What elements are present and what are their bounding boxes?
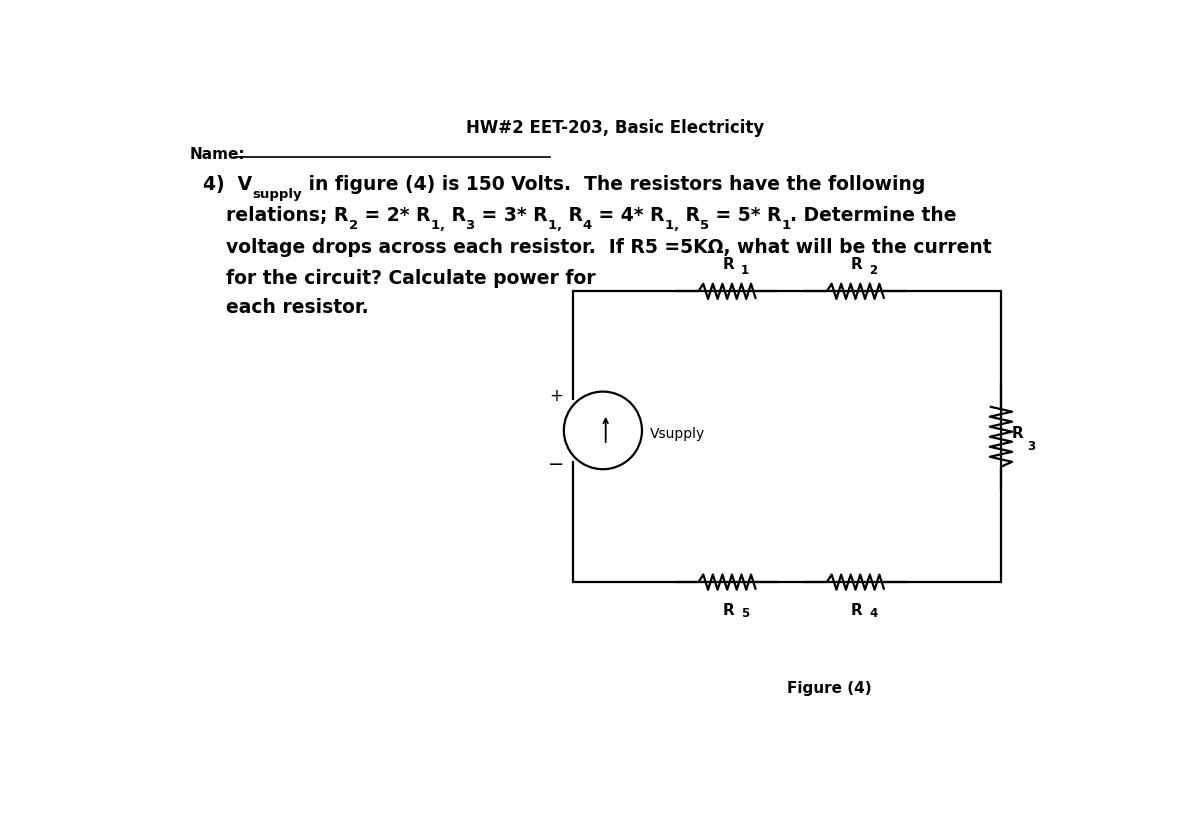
Text: = 3* R: = 3* R	[475, 206, 547, 225]
Text: R: R	[722, 603, 734, 618]
Text: Vsupply: Vsupply	[649, 427, 704, 441]
Text: Name:: Name:	[190, 147, 246, 162]
Text: = 4* R: = 4* R	[592, 206, 665, 225]
Text: 1: 1	[431, 219, 439, 232]
Text: +: +	[550, 387, 563, 405]
Text: 1: 1	[547, 219, 557, 232]
Text: supply: supply	[252, 188, 301, 201]
Text: R: R	[562, 206, 583, 225]
Text: . Determine the: . Determine the	[791, 206, 956, 225]
Text: 4: 4	[870, 608, 877, 621]
Text: each resistor.: each resistor.	[227, 299, 368, 318]
Text: 2: 2	[870, 264, 877, 277]
Text: R: R	[679, 206, 700, 225]
Text: R: R	[851, 257, 863, 273]
Text: ,: ,	[673, 219, 679, 232]
Text: relations; R: relations; R	[227, 206, 349, 225]
Text: −: −	[548, 456, 564, 475]
Text: R: R	[444, 206, 466, 225]
Text: 1: 1	[781, 219, 791, 232]
Text: 4: 4	[583, 219, 592, 232]
Text: 1: 1	[742, 264, 749, 277]
Text: 2: 2	[349, 219, 358, 232]
Text: 5: 5	[742, 608, 749, 621]
Text: in figure (4) is 150 Volts.  The resistors have the following: in figure (4) is 150 Volts. The resistor…	[301, 175, 925, 194]
Text: ,: ,	[557, 219, 562, 232]
Text: HW#2 EET-203, Basic Electricity: HW#2 EET-203, Basic Electricity	[466, 119, 764, 137]
Text: voltage drops across each resistor.  If R5 =5KΩ, what will be the current: voltage drops across each resistor. If R…	[227, 238, 992, 257]
Text: 5: 5	[700, 219, 709, 232]
Text: R: R	[851, 603, 863, 618]
Text: = 2* R: = 2* R	[358, 206, 431, 225]
Text: 3: 3	[1027, 440, 1036, 452]
Text: 4)  V: 4) V	[203, 175, 252, 194]
Text: for the circuit? Calculate power for: for the circuit? Calculate power for	[227, 269, 596, 288]
Text: = 5* R: = 5* R	[709, 206, 781, 225]
Text: R: R	[722, 257, 734, 273]
Text: 3: 3	[466, 219, 475, 232]
Text: ,: ,	[439, 219, 444, 232]
Text: Figure (4): Figure (4)	[786, 681, 871, 696]
Text: R: R	[1012, 426, 1024, 441]
Text: 1: 1	[665, 219, 673, 232]
